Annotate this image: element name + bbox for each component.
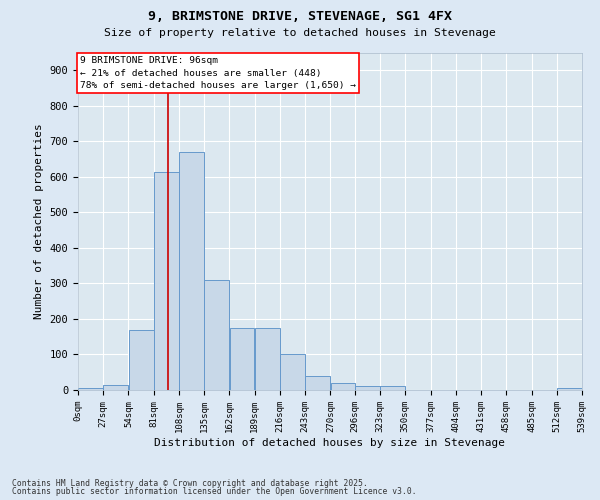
Bar	[103, 384, 128, 390]
Text: Contains HM Land Registry data © Crown copyright and database right 2025.: Contains HM Land Registry data © Crown c…	[12, 478, 368, 488]
X-axis label: Distribution of detached houses by size in Stevenage: Distribution of detached houses by size …	[155, 438, 505, 448]
Bar	[557, 388, 582, 390]
Bar	[154, 172, 179, 390]
Bar	[355, 386, 380, 390]
Text: Contains public sector information licensed under the Open Government Licence v3: Contains public sector information licen…	[12, 487, 416, 496]
Bar	[129, 330, 154, 390]
Y-axis label: Number of detached properties: Number of detached properties	[34, 124, 44, 319]
Bar	[380, 386, 405, 390]
Bar	[205, 280, 229, 390]
Text: Size of property relative to detached houses in Stevenage: Size of property relative to detached ho…	[104, 28, 496, 38]
Bar	[78, 388, 103, 390]
Bar	[255, 328, 280, 390]
Bar	[331, 383, 355, 390]
Bar	[280, 354, 305, 390]
Bar	[179, 152, 204, 390]
Bar	[305, 376, 330, 390]
Text: 9 BRIMSTONE DRIVE: 96sqm
← 21% of detached houses are smaller (448)
78% of semi-: 9 BRIMSTONE DRIVE: 96sqm ← 21% of detach…	[80, 56, 356, 90]
Text: 9, BRIMSTONE DRIVE, STEVENAGE, SG1 4FX: 9, BRIMSTONE DRIVE, STEVENAGE, SG1 4FX	[148, 10, 452, 23]
Bar	[230, 328, 254, 390]
